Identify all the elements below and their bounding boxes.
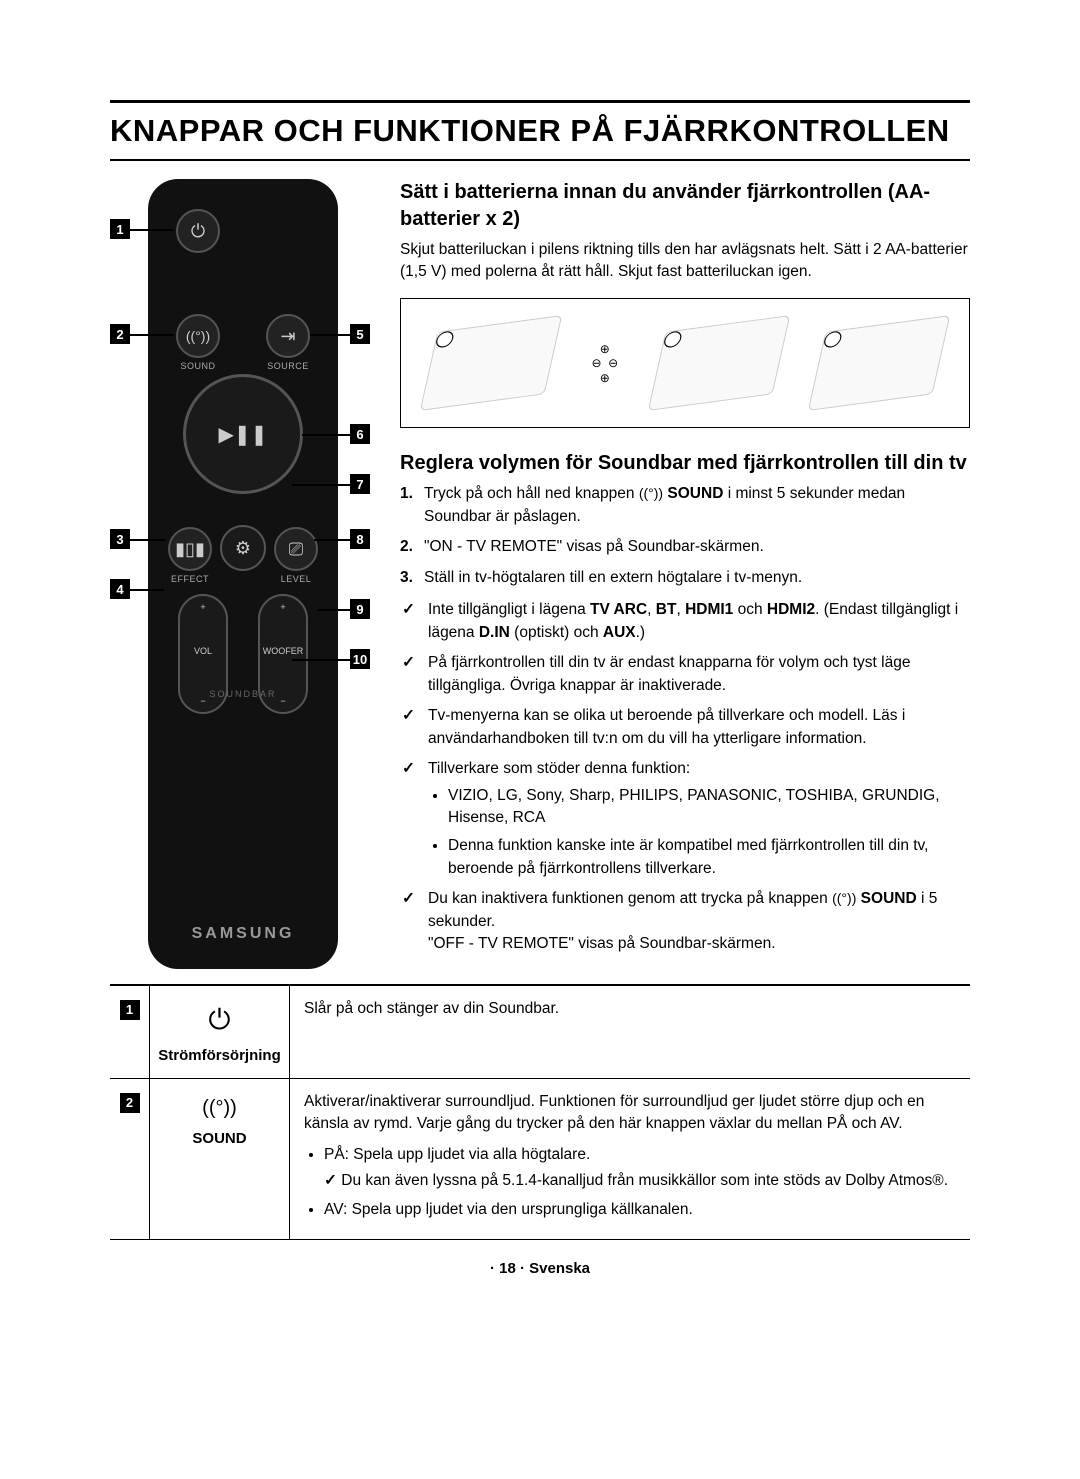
step-item: Ställ in tv-högtalaren till en extern hö… [400,567,970,589]
function-table: 1 ⏻ Strömförsörjning Slår på och stänger… [110,984,970,1240]
row-num-1: 1 [120,1000,140,1020]
power-icon: ⏻ [176,209,220,253]
checks-list: Inte tillgängligt i lägena TV ARC, BT, H… [400,599,970,956]
effect-label: EFFECT [168,574,212,584]
callout-1: 1 [110,219,130,239]
step-item: "ON - TV REMOTE" visas på Soundbar-skärm… [400,536,970,558]
check-item: Tillverkare som stöder denna funktion: V… [400,758,970,880]
row-num-2: 2 [120,1093,140,1113]
callout-9: 9 [350,599,370,619]
level-label: LEVEL [274,574,318,584]
page-title: KNAPPAR OCH FUNKTIONER PÅ FJÄRRKONTROLLE… [110,113,970,149]
bullet-item: AV: Spela upp ljudet via den ursprunglig… [324,1199,956,1221]
source-label: SOURCE [266,361,310,371]
row-label: Strömförsörjning [158,1047,281,1064]
step-item: Tryck på och håll ned knappen ((°)) SOUN… [400,483,970,528]
bullet-item: Denna funktion kanske inte är kompatibel… [448,835,970,880]
effect-button-icon: ▮▯▮ [168,527,212,571]
source-button-icon: ⇥ [266,314,310,358]
callout-4: 4 [110,579,130,599]
callout-5: 5 [350,324,370,344]
row-desc: Aktiverar/inaktiverar surroundljud. Funk… [290,1079,970,1239]
section1-heading: Sätt i batterierna innan du använder fjä… [400,179,970,233]
page-footer: · 18 · Svenska [110,1260,970,1277]
row-desc: Slår på och stänger av din Soundbar. [290,986,970,1078]
bullet-item: PÅ: Spela upp ljudet via alla högtalare.… [324,1144,956,1193]
steps-list: Tryck på och håll ned knappen ((°)) SOUN… [400,483,970,589]
row-label: SOUND [192,1130,246,1147]
callout-10: 10 [350,649,370,669]
play-pause-icon: ▶❚❚ [183,374,303,494]
sound-label: SOUND [176,361,220,371]
level-button-icon: ⎚ [274,527,318,571]
soundbar-label: SOUNDBAR [148,689,338,699]
callout-6: 6 [350,424,370,444]
callout-3: 3 [110,529,130,549]
row-icon-cell: ⏻ Strömförsörjning [150,986,290,1078]
section1-body: Skjut batteriluckan i pilens riktning ti… [400,239,970,282]
callout-7: 7 [350,474,370,494]
callout-2: 2 [110,324,130,344]
remote-diagram: ⏻ ((°)) SOUND ⇥ SOURCE ▶❚❚ ▮▯▮ EFFECT ⚙ … [110,179,370,964]
row-icon-cell: ((°)) SOUND [150,1079,290,1239]
table-row: 1 ⏻ Strömförsörjning Slår på och stänger… [110,986,970,1079]
sound-icon: ((°)) [156,1097,283,1120]
callout-8: 8 [350,529,370,549]
bullet-item: VIZIO, LG, Sony, Sharp, PHILIPS, PANASON… [448,785,970,830]
gear-icon: ⚙ [220,525,266,571]
check-inline: Du kan även lyssna på 5.1.4-kanalljud fr… [324,1170,956,1192]
check-item: Tv-menyerna kan se olika ut beroende på … [400,705,970,750]
battery-illustration: ⊕⊖ ⊖⊕ [400,298,970,428]
sound-button-icon: ((°)) [176,314,220,358]
section2-heading: Reglera volymen för Soundbar med fjärrko… [400,450,970,477]
check-item: Inte tillgängligt i lägena TV ARC, BT, H… [400,599,970,644]
brand-label: SAMSUNG [148,925,338,943]
remote-body: ⏻ ((°)) SOUND ⇥ SOURCE ▶❚❚ ▮▯▮ EFFECT ⚙ … [148,179,338,969]
power-icon: ⏻ [156,1004,283,1037]
table-row: 2 ((°)) SOUND Aktiverar/inaktiverar surr… [110,1079,970,1240]
check-item: Du kan inaktivera funktionen genom att t… [400,888,970,955]
check-item: På fjärrkontrollen till din tv är endast… [400,652,970,697]
